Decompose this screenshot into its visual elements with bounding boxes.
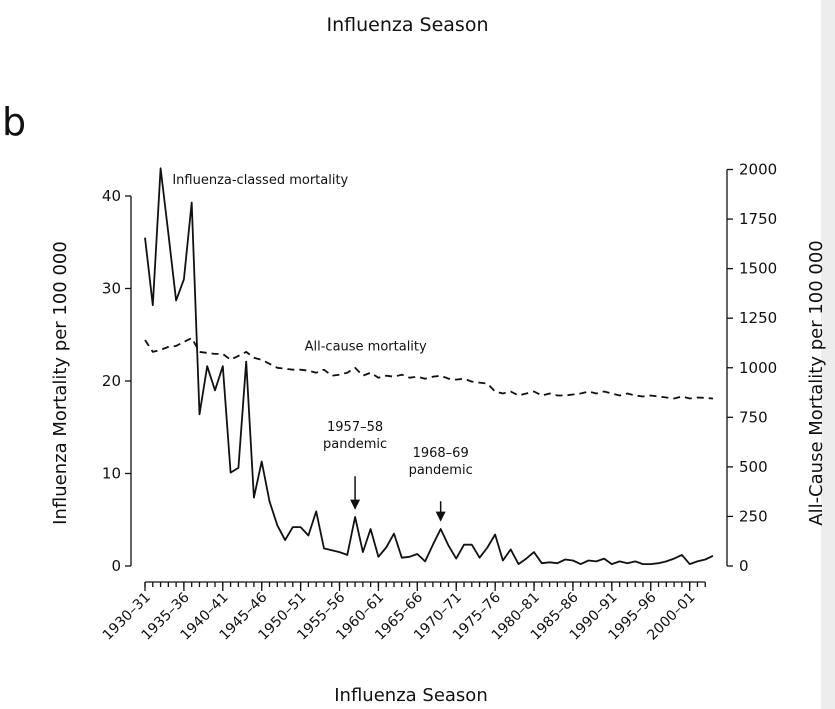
right-y-tick-label: 0 — [739, 557, 749, 575]
series-layer — [144, 167, 714, 565]
y-axis-label-left: Influenza Mortality per 100 000 — [50, 241, 71, 525]
right-edge-strip — [821, 0, 835, 709]
pandemic-label-word: pandemic — [323, 437, 387, 452]
pandemic-label-word: pandemic — [409, 463, 473, 478]
pandemic-label-year: 1968–69 — [413, 446, 469, 461]
left-y-tick-label: 20 — [102, 372, 121, 390]
x-axis-label: Influenza Season — [334, 685, 487, 706]
right-y-tick-label: 1500 — [739, 260, 777, 278]
right-y-tick-label: 2000 — [739, 161, 777, 179]
y-axis-label-right: All-Cause Mortality per 100 000 — [806, 240, 827, 526]
top-axis-label: Influenza Season — [326, 14, 489, 36]
pandemic-label-year: 1957–58 — [327, 420, 383, 435]
right-y-tick-label: 750 — [739, 408, 768, 426]
right-y-tick-label: 250 — [739, 507, 768, 525]
right-y-tick-label: 1250 — [739, 309, 777, 327]
right-y-tick-label: 1000 — [739, 359, 777, 377]
left-y-tick-label: 0 — [111, 557, 121, 575]
pandemic-arrow-head — [350, 499, 361, 510]
left-y-tick-label: 40 — [102, 187, 121, 205]
pandemic-arrow-head — [435, 511, 446, 522]
all-cause-mortality-line — [144, 337, 714, 400]
panel-letter: b — [2, 100, 27, 144]
annotation-layer: Influenza-classed mortality All-cause mor… — [172, 173, 473, 522]
right-y-tick-label: 500 — [739, 458, 768, 476]
left-y-tick-label: 30 — [102, 280, 121, 298]
all-cause-series-label: All-cause mortality — [305, 339, 427, 354]
right-y-tick-label: 1750 — [739, 210, 777, 228]
influenza-series-label: Influenza-classed mortality — [172, 173, 348, 188]
influenza-mortality-line — [144, 167, 714, 565]
left-y-tick-label: 10 — [102, 465, 121, 483]
